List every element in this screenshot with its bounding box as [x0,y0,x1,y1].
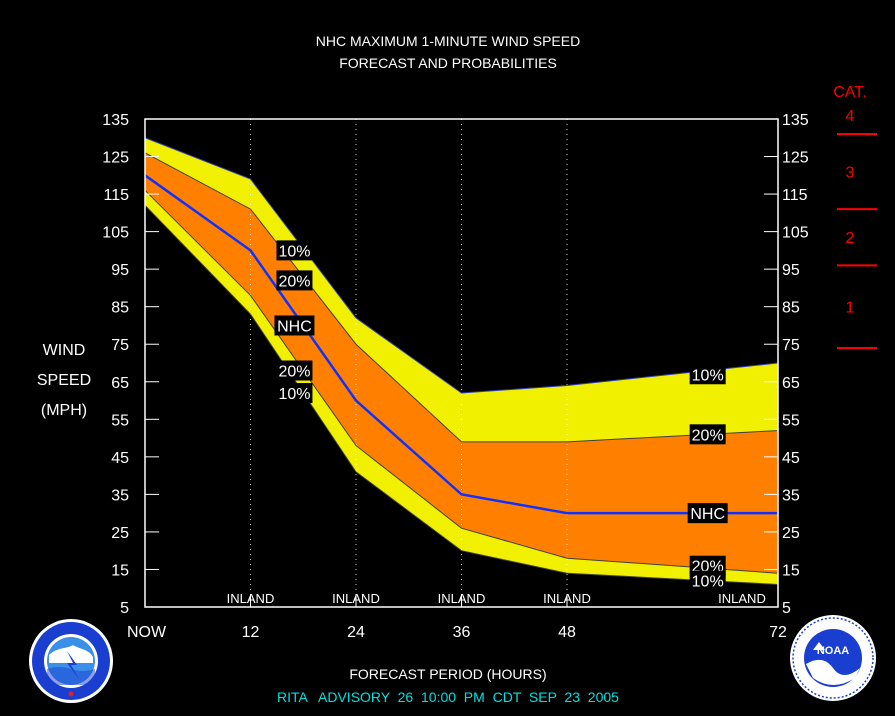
category-scale: CAT. 4 3 2 1 [833,84,877,349]
series-label-box [276,383,313,404]
series-label: 10% [692,367,724,384]
series-label-box [689,424,726,445]
series-label: 10% [692,574,724,591]
series-label: 10% [278,386,310,403]
y-tick-label-right: 5 [782,600,791,617]
nws-logo [29,619,113,703]
series-label: 20% [278,273,310,290]
y-tick-label-left: 45 [111,450,129,467]
y-axis-label-line-3: (MPH) [41,402,87,419]
inland-marker: INLAND [718,591,766,606]
x-axis-label: FORECAST PERIOD (HOURS) [349,666,546,682]
y-axis-label-line-1: WIND [43,342,86,359]
y-tick-label-left: 75 [111,337,129,354]
series-label: 20% [692,427,724,444]
band-inner [145,152,778,574]
y-tick-label-right: 45 [782,450,800,467]
y-tick-label-right: 55 [782,412,800,429]
y-tick-label-left: 65 [111,375,129,392]
y-tick-label-left: 25 [111,525,129,542]
category-label: 2 [846,230,855,247]
y-tick-label-right: 15 [782,562,800,579]
chart-title: NHC MAXIMUM 1-MINUTE WIND SPEED [316,33,580,49]
series-label-box [276,360,313,381]
x-tick-label: NOW [127,624,167,641]
series-label: 20% [278,364,310,381]
noaa-logo: NOAA [790,615,876,701]
y-tick-label-left: 135 [102,112,129,129]
category-label: 3 [846,165,855,182]
y-tick-label-right: 125 [782,150,809,167]
svg-text:NOAA: NOAA [817,645,849,657]
inland-marker: INLAND [332,591,380,606]
inland-markers: INLAND INLAND INLAND INLAND INLAND [227,591,766,606]
y-tick-label-right: 95 [782,262,800,279]
x-tick-label: 48 [558,624,576,641]
series-label-box [276,270,313,291]
y-tick-label-left: 115 [103,187,129,204]
y-tick-label-right: 35 [782,487,800,504]
inland-marker: INLAND [227,591,275,606]
y-tick-label-right: 65 [782,375,800,392]
series-label: NHC [690,506,725,523]
y-tick-label-right: 115 [782,187,808,204]
y-tick-label-left: 125 [102,150,129,167]
y-tick-label-left: 15 [111,562,129,579]
y-tick-label-right: 75 [782,337,800,354]
series-lines [144,137,779,585]
boundary-line-upper-20pct [144,152,779,443]
y-tick-label-left: 5 [120,600,129,617]
boundary-line-upper-10pct [144,137,779,394]
x-tick-label: 24 [347,624,365,641]
series-label-box [687,503,728,524]
chart-subtitle: FORECAST AND PROBABILITIES [339,55,557,71]
y-tick-label-right: 135 [782,112,809,129]
series-label-box [689,555,726,576]
x-tick-label: 12 [242,624,260,641]
category-label: 1 [846,300,855,317]
inland-marker: INLAND [543,591,591,606]
series-label-box [276,240,313,261]
y-tick-label-left: 105 [102,225,129,242]
inland-marker: INLAND [438,591,486,606]
category-title: CAT. [833,84,866,101]
y-tick-label-left: 35 [111,487,129,504]
series-label-box [689,570,726,591]
y-tick-label-right: 25 [782,525,800,542]
series-label-box [689,364,726,385]
y-tick-label-left: 55 [111,412,129,429]
y-tick-label-left: 85 [111,300,129,317]
x-tick-label: 36 [453,624,471,641]
y-tick-label-right: 85 [782,300,800,317]
x-tick-label: 72 [769,624,787,641]
series-label-box [274,315,315,336]
category-label: 4 [846,108,855,125]
y-axis-label-line-2: SPEED [37,372,91,389]
boundary-line-lower-20pct [144,189,779,574]
advisory-line: RITA ADVISORY 26 10:00 PM CDT SEP 23 200… [277,689,619,705]
series-label: 10% [278,243,310,260]
y-tick-label-left: 95 [111,262,129,279]
forecast-line-nhc [144,174,778,515]
y-tick-label-right: 105 [782,225,809,242]
boundary-line-lower-10pct [144,204,779,585]
series-label: NHC [277,318,312,335]
